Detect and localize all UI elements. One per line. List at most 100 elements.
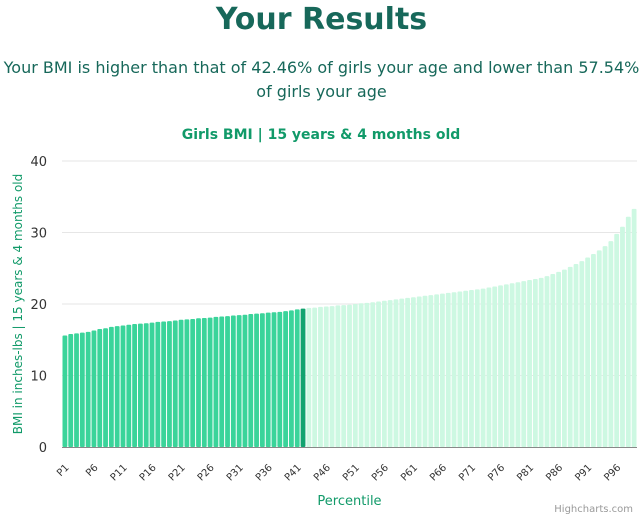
bar[interactable] (167, 321, 172, 447)
bar[interactable] (620, 226, 625, 447)
bar[interactable] (108, 326, 114, 447)
bar[interactable] (138, 323, 143, 447)
bar[interactable] (556, 271, 561, 447)
bar[interactable] (277, 311, 283, 447)
bar[interactable] (259, 313, 265, 447)
bar[interactable] (410, 297, 416, 447)
bar[interactable] (318, 306, 323, 447)
bar[interactable] (248, 314, 254, 447)
bar[interactable] (79, 332, 85, 447)
bar[interactable] (143, 323, 149, 447)
bar[interactable] (376, 301, 381, 447)
bar[interactable] (614, 233, 620, 447)
bar[interactable] (532, 278, 538, 447)
bar[interactable] (335, 305, 341, 447)
bar[interactable] (550, 273, 556, 447)
bar[interactable] (114, 326, 120, 447)
bar[interactable] (184, 319, 190, 447)
bar[interactable] (625, 216, 631, 447)
bar[interactable] (370, 302, 376, 447)
bar[interactable] (387, 300, 393, 447)
bar[interactable] (573, 263, 579, 447)
bar[interactable] (498, 285, 503, 447)
bar[interactable] (149, 322, 155, 447)
bar[interactable] (85, 331, 91, 447)
bar[interactable] (381, 300, 387, 447)
bar[interactable] (358, 303, 364, 447)
bar[interactable] (567, 266, 573, 447)
bar[interactable] (469, 290, 474, 447)
bar[interactable] (201, 317, 207, 447)
bar[interactable] (329, 306, 335, 447)
bar[interactable] (341, 305, 347, 447)
bar[interactable] (126, 324, 132, 447)
bar[interactable] (561, 269, 567, 447)
bar[interactable] (74, 333, 79, 447)
bar[interactable] (265, 312, 271, 447)
bar[interactable] (236, 315, 242, 447)
bar[interactable] (538, 277, 544, 447)
bar[interactable] (486, 287, 492, 447)
chart-credit[interactable]: Highcharts.com (554, 504, 633, 515)
bar[interactable] (480, 288, 486, 447)
bar[interactable] (457, 291, 463, 447)
bar[interactable] (428, 295, 434, 447)
bar[interactable] (422, 295, 428, 447)
bar[interactable] (196, 318, 201, 447)
bar[interactable] (544, 276, 550, 447)
bar[interactable] (463, 290, 469, 447)
bar[interactable] (178, 319, 184, 447)
bar[interactable] (312, 307, 318, 447)
bar[interactable] (91, 330, 97, 447)
bar[interactable] (172, 320, 178, 447)
bar-highlight[interactable] (300, 308, 306, 447)
bar[interactable] (242, 314, 248, 447)
bar[interactable] (306, 307, 312, 447)
bar[interactable] (352, 304, 358, 447)
bar[interactable] (289, 310, 294, 447)
bar[interactable] (445, 292, 451, 447)
bar[interactable] (132, 324, 138, 447)
bar[interactable] (509, 283, 515, 447)
bar[interactable] (393, 299, 399, 447)
bar[interactable] (416, 296, 422, 447)
bar[interactable] (97, 329, 103, 447)
bar[interactable] (596, 250, 602, 447)
bar[interactable] (405, 297, 410, 447)
bar[interactable] (440, 293, 445, 447)
bar[interactable] (492, 286, 498, 447)
bar[interactable] (527, 280, 532, 447)
bar[interactable] (190, 319, 196, 447)
bar[interactable] (161, 321, 167, 447)
bar[interactable] (155, 321, 161, 447)
bar[interactable] (254, 313, 259, 447)
bar[interactable] (364, 302, 370, 447)
bar[interactable] (283, 311, 289, 447)
bar[interactable] (591, 253, 596, 447)
bar[interactable] (503, 284, 509, 447)
bar[interactable] (103, 328, 108, 447)
bar[interactable] (474, 289, 480, 447)
bar[interactable] (521, 281, 527, 447)
bar[interactable] (230, 315, 236, 447)
bar[interactable] (631, 208, 637, 447)
bar[interactable] (68, 334, 74, 447)
bar[interactable] (207, 317, 213, 447)
bar[interactable] (213, 316, 219, 447)
bar[interactable] (347, 304, 352, 447)
bar[interactable] (434, 294, 440, 447)
bar[interactable] (219, 316, 225, 447)
bar[interactable] (515, 282, 521, 447)
bar[interactable] (608, 241, 614, 447)
bar[interactable] (294, 309, 300, 447)
bar[interactable] (120, 325, 126, 447)
bar[interactable] (602, 246, 608, 447)
bar[interactable] (451, 292, 457, 447)
bar[interactable] (225, 316, 230, 447)
bar[interactable] (399, 298, 405, 447)
bar[interactable] (579, 261, 585, 447)
bar[interactable] (62, 335, 68, 447)
bar[interactable] (271, 312, 277, 447)
bar[interactable] (585, 257, 591, 447)
bar[interactable] (323, 306, 329, 447)
